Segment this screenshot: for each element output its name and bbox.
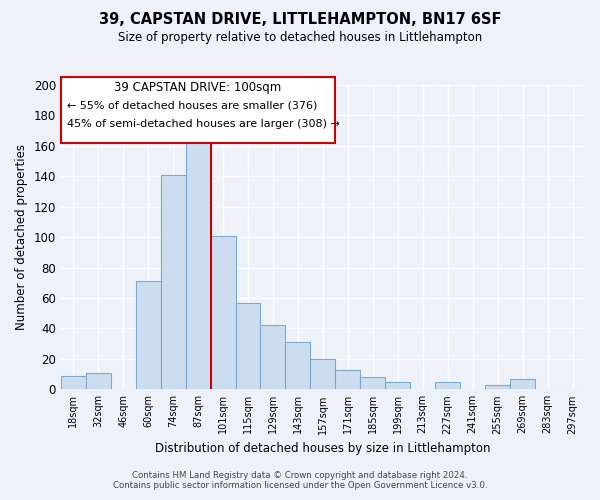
Bar bbox=[260, 326, 286, 390]
Bar bbox=[211, 236, 236, 390]
Text: Contains HM Land Registry data © Crown copyright and database right 2024.
Contai: Contains HM Land Registry data © Crown c… bbox=[113, 470, 487, 490]
Bar bbox=[435, 382, 460, 390]
Bar bbox=[86, 372, 111, 390]
Bar bbox=[385, 382, 410, 390]
Text: ← 55% of detached houses are smaller (376): ← 55% of detached houses are smaller (37… bbox=[67, 100, 317, 110]
Bar bbox=[61, 376, 86, 390]
Bar bbox=[361, 377, 385, 390]
Y-axis label: Number of detached properties: Number of detached properties bbox=[15, 144, 28, 330]
Bar bbox=[286, 342, 310, 390]
X-axis label: Distribution of detached houses by size in Littlehampton: Distribution of detached houses by size … bbox=[155, 442, 491, 455]
Bar bbox=[335, 370, 361, 390]
Bar bbox=[161, 175, 185, 390]
Bar bbox=[510, 378, 535, 390]
Bar bbox=[236, 302, 260, 390]
Bar bbox=[485, 384, 510, 390]
Text: 39 CAPSTAN DRIVE: 100sqm: 39 CAPSTAN DRIVE: 100sqm bbox=[115, 82, 282, 94]
Bar bbox=[136, 282, 161, 390]
Bar bbox=[310, 359, 335, 390]
Text: 39, CAPSTAN DRIVE, LITTLEHAMPTON, BN17 6SF: 39, CAPSTAN DRIVE, LITTLEHAMPTON, BN17 6… bbox=[99, 12, 501, 28]
Bar bbox=[185, 135, 211, 390]
Text: Size of property relative to detached houses in Littlehampton: Size of property relative to detached ho… bbox=[118, 31, 482, 44]
Text: 45% of semi-detached houses are larger (308) →: 45% of semi-detached houses are larger (… bbox=[67, 119, 340, 129]
